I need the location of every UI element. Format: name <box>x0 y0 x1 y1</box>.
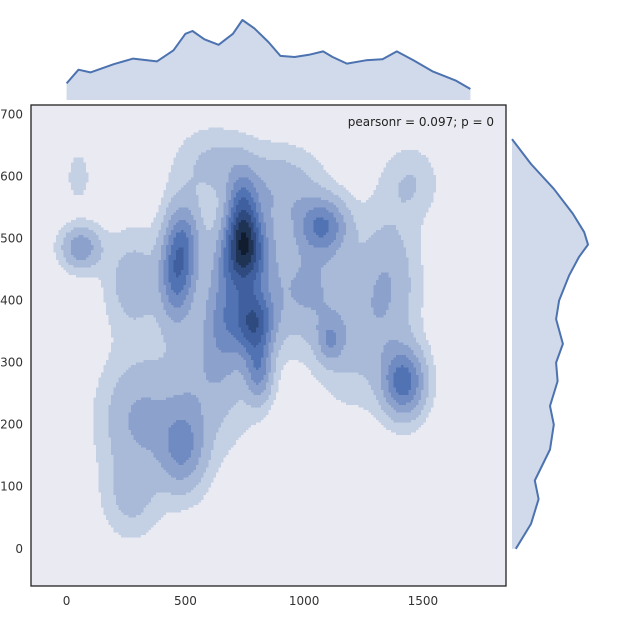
y-tick-label: 400 <box>0 294 23 308</box>
top-marginal-fill <box>66 20 471 100</box>
y-tick-label: 300 <box>0 356 23 370</box>
plot-frame <box>30 104 507 587</box>
y-axis-ticks: 0 100 200 300 400 500 600 700 <box>0 107 23 556</box>
y-tick-label: 700 <box>0 107 23 121</box>
kde-level-9 <box>238 232 249 255</box>
right-marginal-fill <box>512 139 588 549</box>
y-tick-label: 600 <box>0 169 23 183</box>
kde-contours <box>53 127 436 538</box>
x-tick-label: 0 <box>63 594 71 608</box>
y-tick-label: 500 <box>0 231 23 245</box>
y-tick-label: 200 <box>0 418 23 432</box>
top-marginal-density <box>65 19 471 100</box>
y-tick-label: 0 <box>15 542 23 556</box>
y-tick-label: 100 <box>0 480 23 494</box>
x-tick-label: 1000 <box>289 594 320 608</box>
x-tick-label: 500 <box>174 594 197 608</box>
top-marginal-line <box>65 19 471 90</box>
pearsonr-annotation: pearsonr = 0.097; p = 0 <box>348 115 494 129</box>
x-tick-label: 1500 <box>408 594 439 608</box>
right-marginal-density <box>511 138 589 550</box>
right-marginal-line <box>511 138 589 550</box>
x-axis-ticks: 0 500 1000 1500 <box>63 594 438 608</box>
